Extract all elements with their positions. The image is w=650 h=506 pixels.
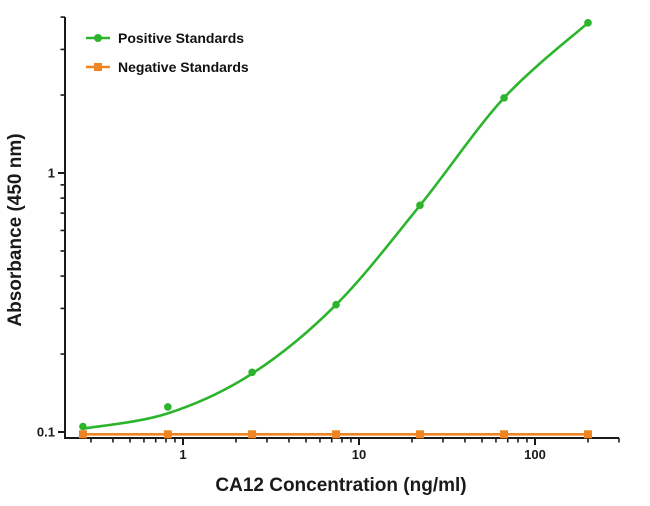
axes-layer: 1 10 100 0.1 1 (37, 16, 620, 462)
data-point-marker (163, 430, 172, 439)
x-tick-label: 10 (352, 447, 366, 462)
data-point-marker (78, 430, 87, 439)
y-tick-label: 1 (48, 166, 55, 181)
x-tick-label: 1 (179, 447, 186, 462)
series-line (81, 21, 590, 430)
data-point-marker (79, 422, 87, 431)
data-point-marker (332, 430, 341, 439)
series-positive-standards (79, 19, 592, 431)
data-point-marker (416, 201, 424, 210)
y-axis-title: Absorbance (450 nm) (5, 133, 26, 326)
x-axis-title: CA12 Concentration (ng/ml) (215, 475, 466, 496)
data-point-marker (164, 403, 172, 411)
data-point-marker (248, 368, 256, 377)
legend-label-negative: Negative Standards (118, 59, 249, 75)
legend-marker-negative-icon (94, 63, 102, 71)
y-tick-label: 0.1 (37, 425, 55, 440)
data-point-marker (500, 430, 509, 439)
legend-item-negative: Negative Standards (86, 59, 249, 75)
data-point-marker (415, 430, 424, 439)
legend-label-positive: Positive Standards (118, 30, 244, 46)
data-point-marker (584, 19, 592, 27)
data-point-marker (500, 94, 508, 102)
data-point-marker (248, 430, 257, 439)
legend: Positive Standards Negative Standards (86, 30, 249, 75)
legend-item-positive: Positive Standards (86, 30, 244, 46)
series-negative-standards (78, 430, 592, 439)
data-point-marker (332, 300, 340, 309)
axis-spines (64, 17, 619, 439)
legend-marker-positive-icon (94, 34, 102, 42)
x-tick-label: 100 (524, 447, 546, 462)
series-layer (78, 19, 592, 439)
data-point-marker (583, 430, 592, 439)
